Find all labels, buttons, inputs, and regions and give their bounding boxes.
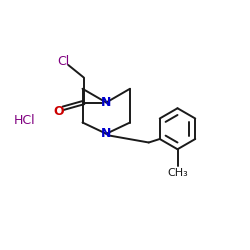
Text: N: N [101,96,112,109]
Text: Cl: Cl [58,55,70,68]
Text: N: N [101,127,112,140]
Text: O: O [54,105,64,118]
Text: HCl: HCl [14,114,36,126]
Text: CH₃: CH₃ [167,168,188,177]
